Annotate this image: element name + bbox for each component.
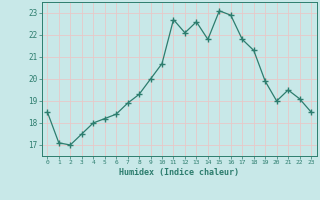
X-axis label: Humidex (Indice chaleur): Humidex (Indice chaleur) [119, 168, 239, 177]
